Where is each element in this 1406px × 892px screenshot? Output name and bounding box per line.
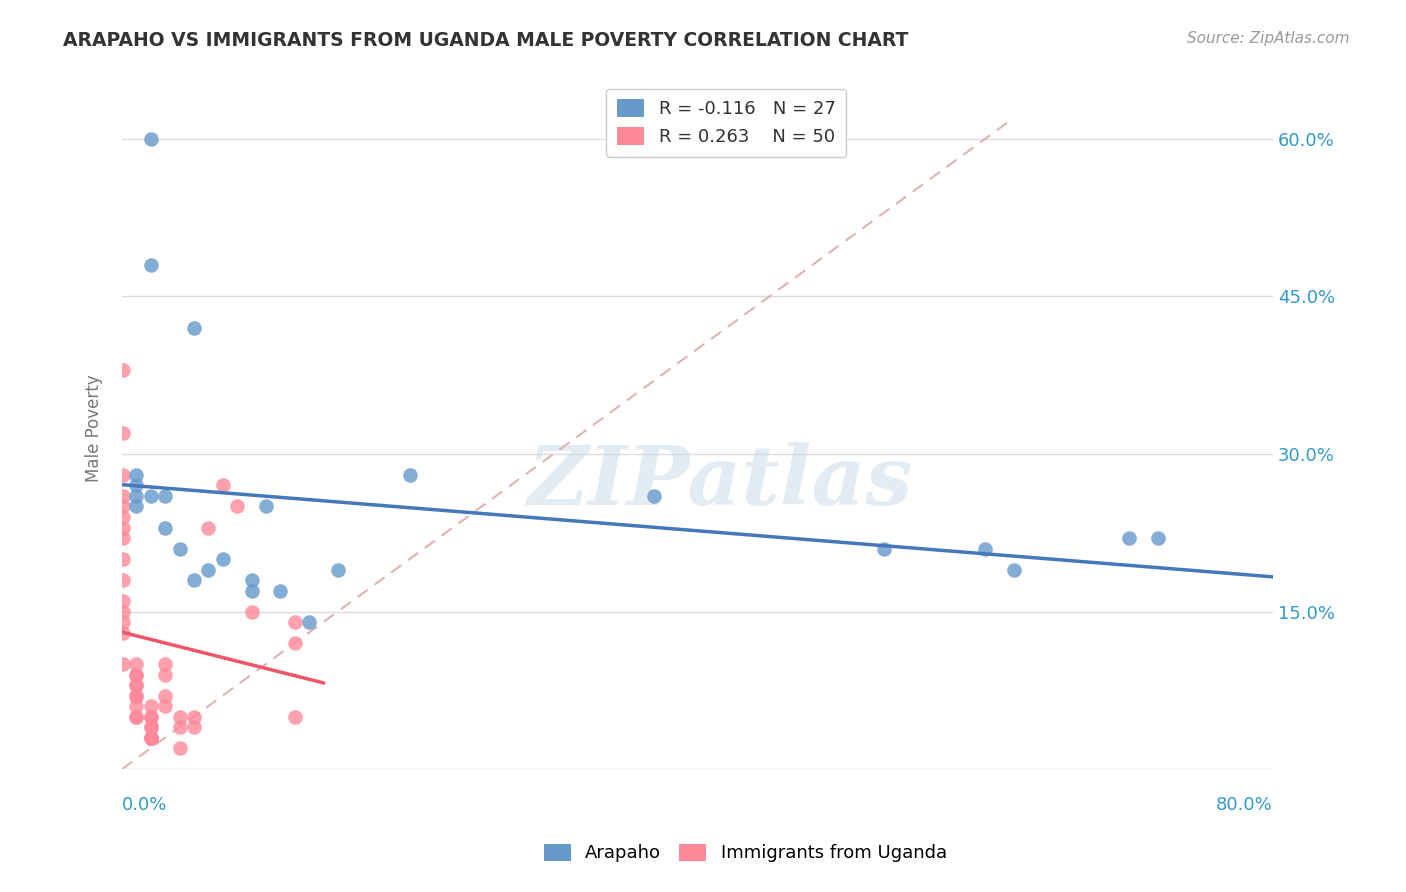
Point (254, 500, 277, 514)
Point (139, 709, 162, 723)
Point (139, 720, 162, 734)
Point (398, 467, 420, 482)
Point (112, 489, 135, 503)
Point (284, 615, 307, 629)
Point (125, 709, 148, 723)
Point (240, 605, 263, 619)
Point (125, 667, 148, 681)
Point (112, 500, 135, 514)
Point (112, 467, 135, 482)
Point (153, 520, 176, 534)
Legend: Arapaho, Immigrants from Uganda: Arapaho, Immigrants from Uganda (536, 837, 955, 870)
Point (112, 657, 135, 671)
Point (139, 731, 162, 745)
Point (125, 478, 148, 492)
Point (183, 720, 205, 734)
Point (240, 583, 263, 598)
Point (112, 594, 135, 608)
Text: ARAPAHO VS IMMIGRANTS FROM UGANDA MALE POVERTY CORRELATION CHART: ARAPAHO VS IMMIGRANTS FROM UGANDA MALE P… (63, 31, 908, 50)
Point (153, 689, 176, 703)
Point (125, 489, 148, 503)
Text: Source: ZipAtlas.com: Source: ZipAtlas.com (1187, 31, 1350, 46)
Point (125, 709, 148, 723)
Point (643, 489, 665, 503)
Legend: R = -0.116   N = 27, R = 0.263    N = 50: R = -0.116 N = 27, R = 0.263 N = 50 (606, 88, 846, 157)
Point (211, 552, 233, 566)
Point (125, 667, 148, 681)
Point (197, 562, 219, 576)
Point (873, 541, 896, 556)
Point (298, 615, 321, 629)
Point (125, 689, 148, 703)
Point (112, 625, 135, 640)
Point (974, 541, 997, 556)
Point (125, 689, 148, 703)
Point (197, 520, 219, 534)
Point (139, 699, 162, 714)
Point (153, 667, 176, 681)
Point (125, 678, 148, 692)
Point (139, 731, 162, 745)
Point (211, 478, 233, 492)
Point (183, 321, 205, 335)
Point (125, 678, 148, 692)
Point (326, 562, 349, 576)
Point (112, 425, 135, 440)
Y-axis label: Male Poverty: Male Poverty (86, 374, 103, 482)
Point (183, 709, 205, 723)
Point (269, 583, 291, 598)
Point (169, 709, 191, 723)
Point (240, 573, 263, 587)
Point (112, 520, 135, 534)
Point (112, 573, 135, 587)
Point (284, 636, 307, 650)
Point (226, 500, 249, 514)
Point (139, 720, 162, 734)
Point (153, 699, 176, 714)
Text: 80.0%: 80.0% (1216, 797, 1272, 814)
Text: 0.0%: 0.0% (122, 797, 167, 814)
Point (1118, 531, 1140, 545)
Point (153, 489, 176, 503)
Point (1146, 531, 1168, 545)
Point (125, 657, 148, 671)
Point (139, 709, 162, 723)
Point (139, 258, 162, 272)
Point (139, 132, 162, 146)
Point (169, 720, 191, 734)
Point (125, 699, 148, 714)
Point (139, 731, 162, 745)
Point (112, 552, 135, 566)
Point (139, 489, 162, 503)
Point (112, 615, 135, 629)
Text: ZIPatlas: ZIPatlas (527, 442, 912, 523)
Point (153, 657, 176, 671)
Point (112, 510, 135, 524)
Point (125, 500, 148, 514)
Point (1002, 562, 1025, 576)
Point (112, 363, 135, 377)
Point (125, 467, 148, 482)
Point (169, 541, 191, 556)
Point (112, 605, 135, 619)
Point (284, 709, 307, 723)
Point (139, 731, 162, 745)
Point (169, 741, 191, 756)
Point (183, 573, 205, 587)
Point (112, 531, 135, 545)
